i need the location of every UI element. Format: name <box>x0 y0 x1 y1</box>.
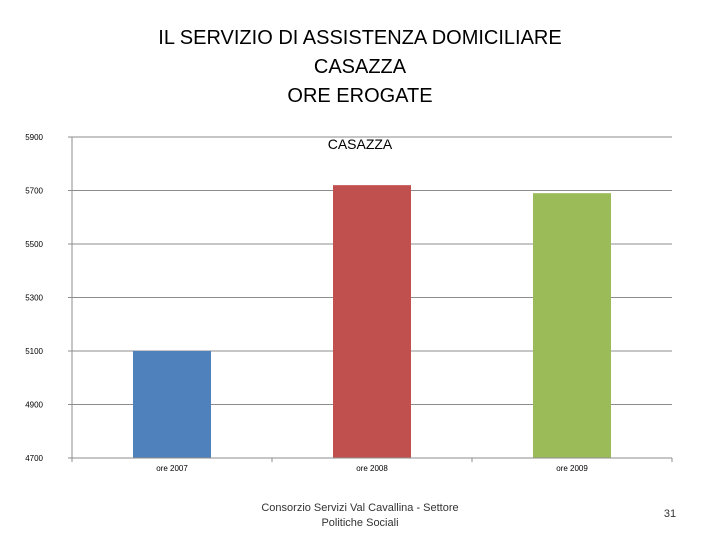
slide-title-line-1: IL SERVIZIO DI ASSISTENZA DOMICILIARE <box>158 27 562 49</box>
page-number: 31 <box>663 508 677 520</box>
x-tick-label: ore 2007 <box>156 464 188 473</box>
x-tick-label: ore 2009 <box>556 464 588 473</box>
y-tick-label: 5900 <box>25 133 43 142</box>
bar-ore-2008 <box>333 185 411 458</box>
y-tick-label: 4700 <box>25 454 43 463</box>
x-tick-label: ore 2008 <box>356 464 388 473</box>
bar-ore-2009 <box>533 193 611 459</box>
footer-text: Consorzio Servizi Val Cavallina - Settor… <box>261 502 459 529</box>
bar-ore-2007 <box>133 351 211 458</box>
chart-title: CASAZZA <box>328 136 393 152</box>
y-tick-label: 5100 <box>25 347 43 356</box>
slide-title: IL SERVIZIO DI ASSISTENZA DOMICILIARE CA… <box>0 24 720 111</box>
y-tick-label: 5300 <box>25 294 43 303</box>
y-tick-label: 4900 <box>25 401 43 410</box>
slide-title-line-2: CASAZZA <box>313 56 407 78</box>
bars <box>133 185 611 459</box>
slide-title-line-3: ORE EROGATE <box>287 85 433 107</box>
y-tick-label: 5700 <box>25 187 43 196</box>
axes: 4700 4900 5100 5300 5500 5700 5900 ore 2007 ore … <box>25 133 673 473</box>
y-tick-label: 5500 <box>25 240 43 249</box>
